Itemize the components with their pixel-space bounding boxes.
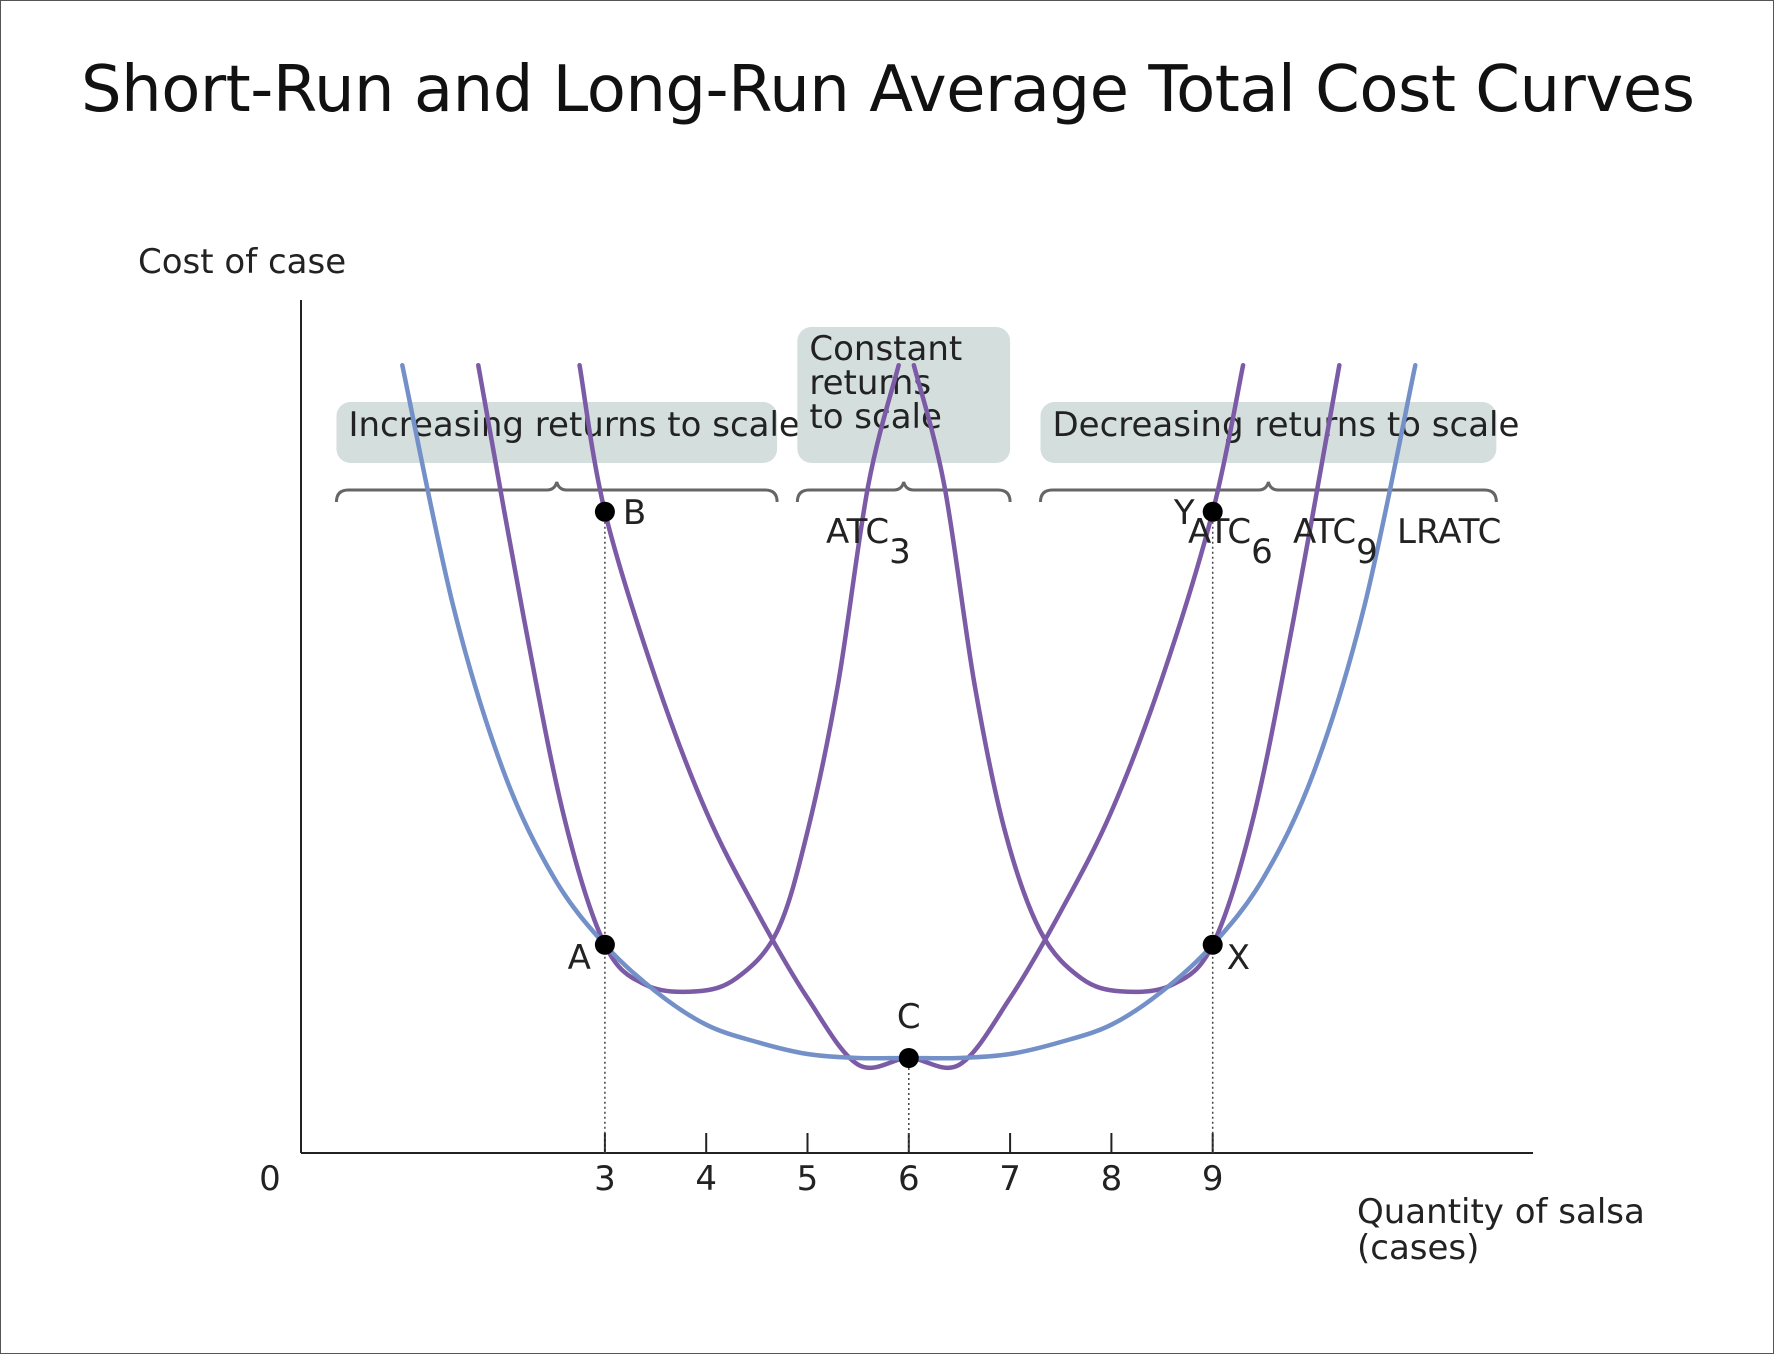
region-label-box bbox=[1040, 402, 1497, 463]
curve-label-sub: 6 bbox=[1251, 532, 1273, 572]
point-y bbox=[1202, 501, 1223, 522]
region-label-line: Constant bbox=[809, 329, 962, 369]
curve-label-sub: 3 bbox=[889, 532, 911, 572]
region-label-box bbox=[336, 402, 778, 463]
region-label: Increasing returns to scale bbox=[348, 405, 799, 445]
region-brace bbox=[1038, 481, 1498, 503]
curve-label-lratc: LRATC bbox=[1397, 512, 1501, 552]
page-title: Short-Run and Long-Run Average Total Cos… bbox=[81, 53, 1695, 127]
axes: Cost of case 0 Quantity of salsa (cases) bbox=[138, 242, 1656, 1268]
curves bbox=[400, 362, 1418, 1071]
x-tick-label: 5 bbox=[797, 1159, 819, 1199]
origin-label: 0 bbox=[259, 1159, 281, 1199]
region-label: Decreasing returns to scale bbox=[1052, 405, 1519, 445]
curve-label-main: LRATC bbox=[1397, 512, 1501, 552]
curve-label-main: ATC bbox=[826, 512, 889, 552]
x-axis-label-line-1: Quantity of salsa bbox=[1357, 1192, 1645, 1232]
point-a bbox=[594, 934, 615, 955]
point-label-a: A bbox=[568, 938, 591, 978]
region-label-line: returns bbox=[809, 363, 931, 403]
curve-atc3 bbox=[476, 362, 901, 995]
curve-atc6 bbox=[577, 362, 1246, 1071]
point-c bbox=[898, 1048, 919, 1068]
curve-label-sub: 9 bbox=[1356, 532, 1378, 572]
point-label-x: X bbox=[1227, 938, 1250, 978]
region-brace bbox=[795, 481, 1012, 503]
curve-atc9 bbox=[911, 362, 1342, 995]
x-ticks: 3 4 5 6 7 8 9 bbox=[594, 1133, 1224, 1199]
curve-label-atc3: ATC3 bbox=[826, 512, 911, 572]
region-brace bbox=[334, 481, 779, 503]
region-label-line: Decreasing returns to scale bbox=[1052, 405, 1519, 445]
curve-lratc bbox=[400, 362, 1418, 1061]
point-label-y: Y bbox=[1173, 493, 1195, 533]
curve-label-atc6: ATC6 bbox=[1188, 512, 1273, 572]
curve-labels: ATC3 ATC6 ATC9 LRATC bbox=[826, 512, 1501, 572]
x-axis-label-line-2: (cases) bbox=[1357, 1228, 1479, 1268]
x-tick-label: 6 bbox=[898, 1159, 920, 1199]
x-tick-label: 3 bbox=[594, 1159, 616, 1199]
point-x bbox=[1202, 934, 1223, 955]
region-label: Constant returns to scale bbox=[809, 329, 962, 437]
x-tick-label: 8 bbox=[1101, 1159, 1123, 1199]
point-label-b: B bbox=[623, 493, 646, 533]
x-tick-label: 4 bbox=[695, 1159, 717, 1199]
points: A B C X Y bbox=[568, 493, 1250, 1068]
curve-label-main: ATC bbox=[1293, 512, 1356, 552]
x-tick-label: 9 bbox=[1202, 1159, 1224, 1199]
curve-label-atc9: ATC9 bbox=[1293, 512, 1378, 572]
region-label-line: Increasing returns to scale bbox=[348, 405, 799, 445]
point-label-c: C bbox=[897, 997, 921, 1037]
region-label-line: to scale bbox=[809, 397, 942, 437]
x-axis-label: Quantity of salsa (cases) bbox=[1357, 1192, 1656, 1268]
y-axis-label: Cost of case bbox=[138, 242, 346, 282]
dotted-guides bbox=[604, 511, 1214, 1153]
x-tick-label: 7 bbox=[999, 1159, 1021, 1199]
point-b bbox=[594, 501, 615, 522]
region-label-box bbox=[797, 327, 1011, 463]
